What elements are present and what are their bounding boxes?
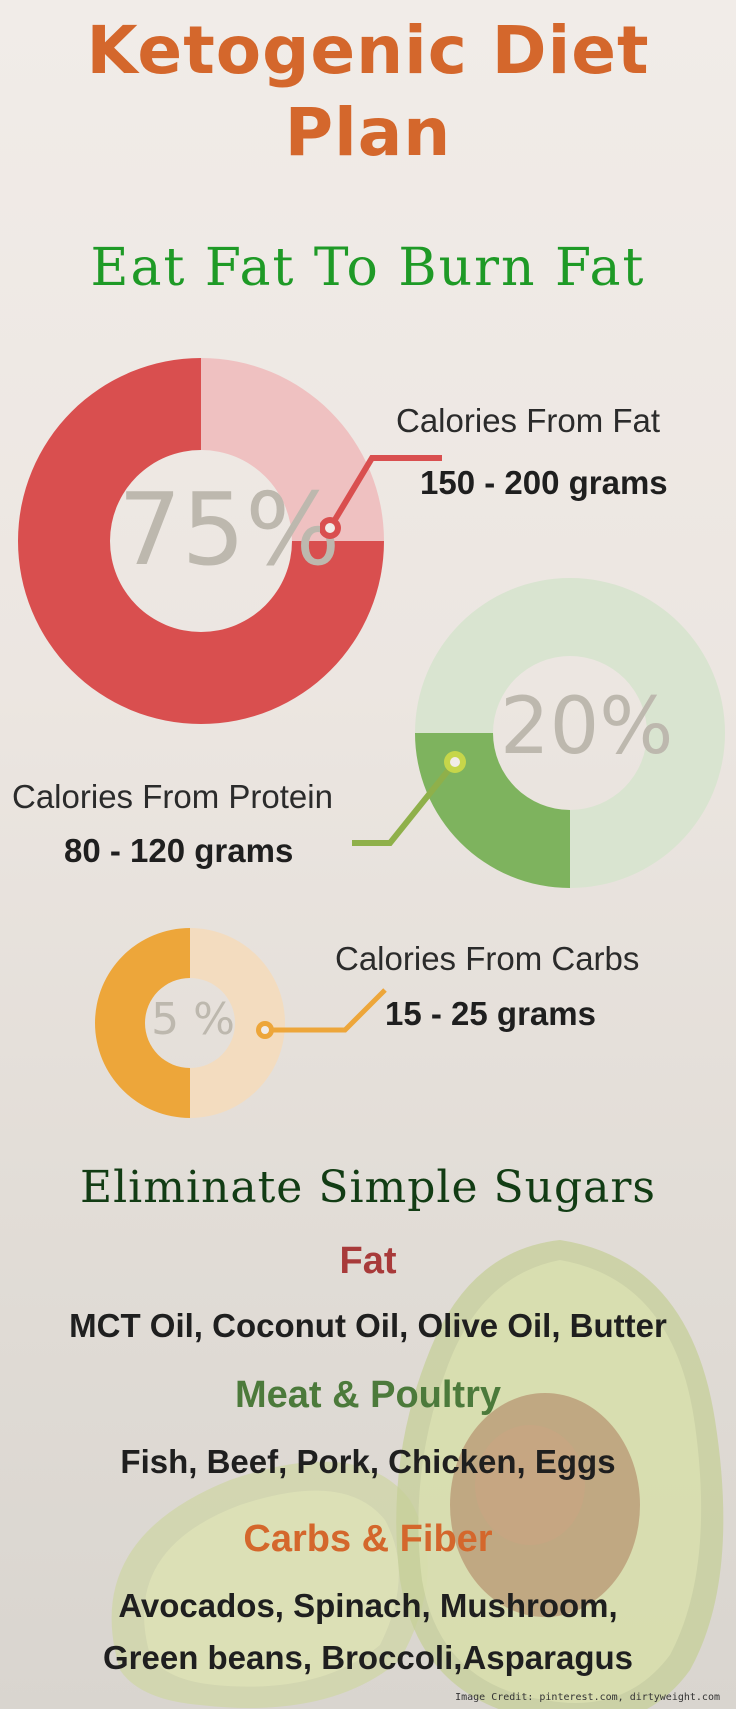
fat-donut-chart [18,358,384,724]
carbs-leader-line [256,988,387,1039]
fat-donut-main-segment [18,358,384,724]
fat-label: Calories From Fat [396,402,661,439]
carbs-donut-light-segment [190,928,285,1118]
fat-percent-label: 75% [118,471,341,588]
category-carbs-fiber: Carbs & Fiber [243,1518,493,1560]
carbs-foods-list-line-2: Green beans, Broccoli,Asparagus [102,1639,633,1676]
protein-donut-light-segment [415,578,725,888]
page-title: Ketogenic Diet Plan [0,10,736,174]
subtitle: Eat Fat To Burn Fat [90,238,646,298]
fat-foods-list: MCT Oil, Coconut Oil, Olive Oil, Butter [69,1307,667,1344]
fat-grams: 150 - 200 grams [420,464,668,501]
protein-label: Calories From Protein [12,778,333,815]
carbs-donut-main-segment [95,928,190,1118]
carbs-donut-chart [95,928,285,1118]
category-meat-poultry: Meat & Poultry [234,1374,502,1416]
protein-grams: 80 - 120 grams [64,832,294,869]
foods-heading: Eliminate Simple Sugars [79,1162,657,1213]
image-credit: Image Credit: pinterest.com, dirtyweight… [455,1692,720,1703]
category-fat: Fat [339,1240,397,1282]
fat-leader-line [320,455,442,539]
fat-donut-light-segment [201,358,384,541]
title-line-1: Ketogenic Diet [86,12,650,89]
carbs-percent-label: 5 % [151,994,235,1045]
carbs-foods-list-line-1: Avocados, Spinach, Mushroom, [118,1587,618,1624]
meat-foods-list: Fish, Beef, Pork, Chicken, Eggs [120,1443,616,1480]
carbs-label: Calories From Carbs [335,940,640,977]
avocado-illustration [111,1240,724,1709]
title-line-2: Plan [284,94,452,171]
carbs-grams: 15 - 25 grams [385,995,596,1032]
protein-percent-label: 20% [500,682,674,772]
protein-leader-line [352,751,466,846]
